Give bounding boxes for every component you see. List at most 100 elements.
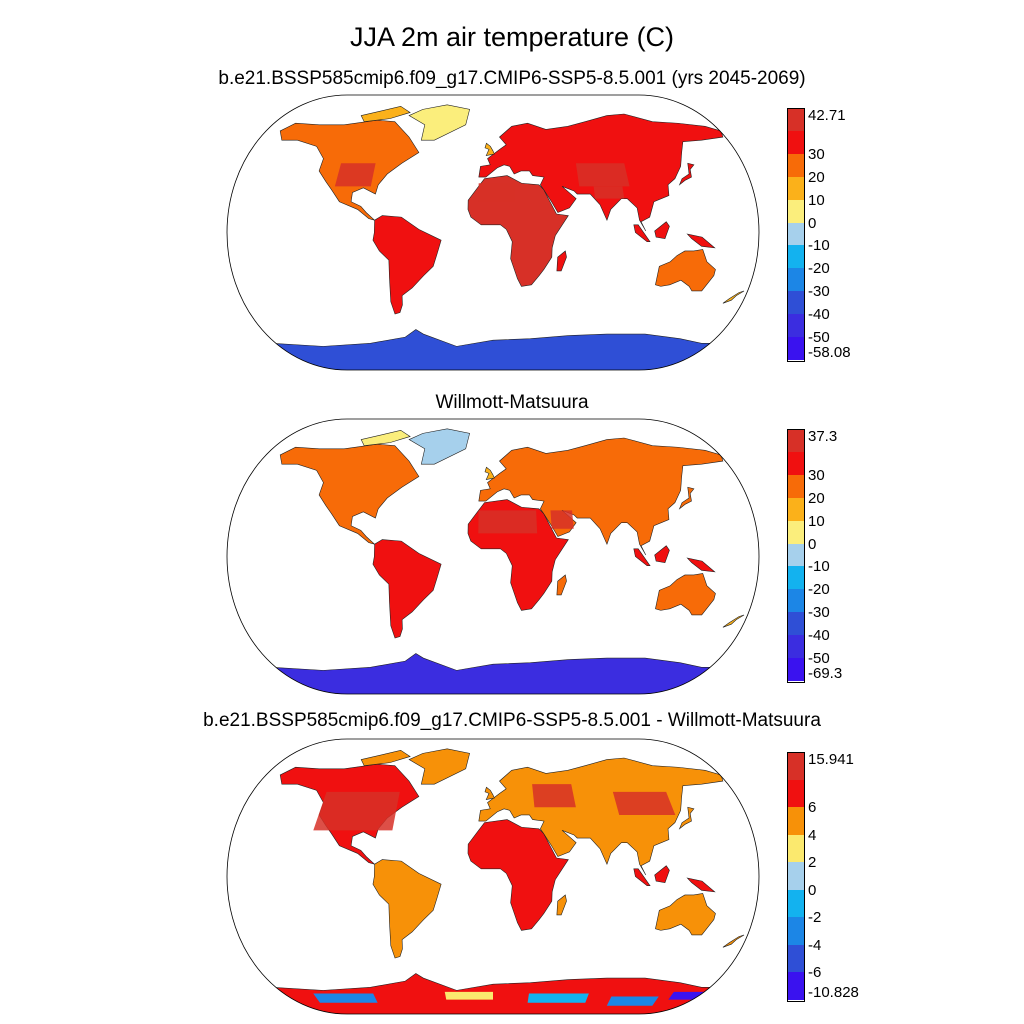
main-title: JJA 2m air temperature (C) <box>349 22 675 52</box>
landmass-uk <box>484 786 495 800</box>
landmass-ca_arctic <box>360 749 411 767</box>
map-model <box>226 94 760 371</box>
colorbar-segment <box>787 972 805 1001</box>
landmass-uk <box>484 466 495 480</box>
landmass-nz <box>722 290 745 304</box>
colorbar-segment <box>787 807 805 836</box>
map-outline <box>226 94 760 371</box>
colorbar-label: 20 <box>808 168 825 186</box>
colorbar-segment <box>787 944 805 973</box>
landmass-greenland <box>408 748 470 785</box>
landmass-nz <box>722 934 745 948</box>
world-map <box>226 738 760 1015</box>
landmass-greenland <box>408 428 470 465</box>
landmass-sa <box>372 539 442 639</box>
landmass-sa <box>372 859 442 959</box>
landmass-japan <box>678 806 695 830</box>
colorbar-label: 10 <box>808 512 825 530</box>
colorbar-label: -69.3 <box>808 665 843 682</box>
landmass-indonesia1 <box>633 224 651 243</box>
colorbar-segment <box>787 130 805 155</box>
colorbar-label: -30 <box>808 604 830 622</box>
landmass-australia <box>655 249 716 292</box>
field-patch <box>334 163 376 187</box>
map-difference <box>226 738 760 1015</box>
landmass-australia <box>655 573 716 616</box>
colorbar-label: -30 <box>808 283 830 301</box>
colorbar-label: 20 <box>808 489 825 507</box>
colorbar-label: 10 <box>808 191 825 209</box>
colorbar-label: -4 <box>808 936 822 954</box>
colorbar-segment <box>787 543 805 567</box>
colorbar-label: -2 <box>808 909 822 927</box>
world-map <box>226 94 760 371</box>
colorbar-label: -50 <box>808 650 830 668</box>
colorbar-label: 37.3 <box>808 428 838 445</box>
landmass-newguinea <box>686 877 716 893</box>
field-patch <box>478 510 538 534</box>
colorbar-label: -6 <box>808 964 822 982</box>
field-patch <box>478 183 515 202</box>
field-patch <box>575 163 630 187</box>
field-patch <box>313 993 378 1003</box>
colorbar-label: 0 <box>808 881 817 899</box>
colorbar-segment <box>787 222 805 246</box>
colorbar-segment <box>787 917 805 946</box>
colorbar-segment <box>787 314 805 338</box>
colorbar-label: -10 <box>808 558 830 576</box>
colorbar-label: -58.08 <box>808 344 851 361</box>
colorbar-difference <box>787 752 805 1002</box>
colorbar-label: 15.941 <box>808 751 854 768</box>
colorbar-segment <box>787 268 805 292</box>
colorbar-segment <box>787 779 805 808</box>
panel-title: Willmott-Matsuura <box>435 392 589 413</box>
panel-title: b.e21.BSSP585cmip6.f09_g17.CMIP6-SSP5-8.… <box>218 68 806 89</box>
landmass-antarctica <box>271 653 715 694</box>
landmass-madagascar <box>556 574 567 596</box>
landmass-indonesia2 <box>654 545 670 563</box>
colorbar-label: -10.828 <box>808 984 859 1001</box>
landmass-newguinea <box>686 233 716 249</box>
colorbar-segment <box>787 245 805 269</box>
landmass-madagascar <box>556 250 567 272</box>
colorbar-label: -40 <box>808 627 830 645</box>
colorbar-label: -10 <box>808 237 830 255</box>
colorbar-segment <box>787 862 805 891</box>
colorbar-segment <box>787 566 805 590</box>
field-patch <box>444 991 493 1000</box>
landmass-indonesia1 <box>633 868 651 887</box>
landmass-uk <box>484 142 495 156</box>
colorbar-segment <box>787 520 805 545</box>
colorbar-label: 6 <box>808 799 817 817</box>
colorbar-segment <box>787 889 805 918</box>
colorbar-label: -20 <box>808 260 830 278</box>
landmass-indonesia1 <box>633 548 651 567</box>
colorbar-segment <box>787 199 805 224</box>
colorbar-segment <box>787 635 805 659</box>
colorbar-label: 0 <box>808 535 817 553</box>
colorbar-segment <box>787 752 805 781</box>
landmass-na <box>279 443 420 545</box>
colorbar-segment <box>787 429 805 453</box>
landmass-nz <box>722 614 745 628</box>
colorbar-segment <box>787 337 805 361</box>
landmass-madagascar <box>556 894 567 916</box>
colorbar-label: 0 <box>808 214 817 232</box>
colorbar-segment <box>787 291 805 315</box>
colorbar-model <box>787 108 805 362</box>
landmass-greenland <box>408 104 470 141</box>
colorbar-label: 2 <box>808 854 817 872</box>
field-patch <box>313 791 400 831</box>
colorbar-segment <box>787 108 805 132</box>
landmass-ca_arctic <box>360 429 411 447</box>
landmass-africa <box>467 819 569 931</box>
colorbar-label: -40 <box>808 306 830 324</box>
colorbar-label: 42.71 <box>808 107 846 124</box>
colorbar-segment <box>787 497 805 522</box>
landmass-sa <box>372 215 442 315</box>
landmass-eurasia <box>478 437 724 556</box>
landmass-antarctica <box>271 329 715 370</box>
colorbar-segment <box>787 451 805 476</box>
field-patch <box>593 186 625 199</box>
landmass-newguinea <box>686 557 716 573</box>
